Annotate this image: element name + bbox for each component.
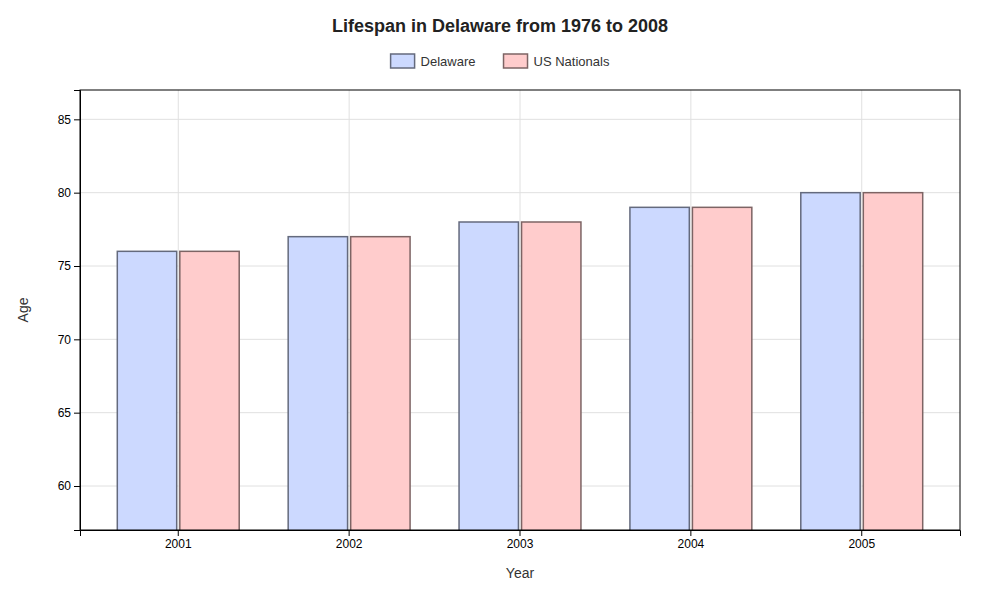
grid-line (690, 90, 691, 530)
grid-line (178, 90, 179, 530)
title: Lifespan in Delaware from 1976 to 2008 (332, 16, 668, 36)
legend-swatch (391, 54, 415, 68)
tick-label: 60 (58, 479, 72, 493)
x-axis-title: Year (506, 565, 535, 581)
tick-mark (520, 530, 521, 536)
tick-label: 2005 (848, 537, 875, 551)
tick: 70 (58, 333, 80, 347)
x-axis: 2001 2002 2003 2004 2005 (81, 530, 961, 551)
tick-label: 70 (58, 333, 72, 347)
tick: 80 (58, 186, 80, 200)
tick: 2003 (507, 530, 534, 551)
bar (801, 193, 860, 530)
tick-label: 85 (58, 113, 72, 127)
bar (692, 207, 751, 530)
bar (180, 251, 239, 530)
axis-line (81, 531, 961, 537)
grid-line (349, 90, 350, 530)
legend: Delaware US Nationals (391, 54, 610, 69)
plot: 2001 2002 2003 2004 2005 60 65 70 75 80 85 (58, 90, 961, 600)
grid-line (861, 90, 862, 530)
bar (630, 207, 689, 530)
tick: 65 (58, 406, 80, 420)
plot-frame (80, 90, 960, 530)
tick-mark (74, 193, 80, 194)
bar (288, 237, 347, 530)
legend-item: US Nationals (504, 54, 610, 69)
tick-label: 75 (58, 259, 72, 273)
tick-mark (74, 486, 80, 487)
tick-label: 2004 (678, 537, 705, 551)
tick: 2002 (336, 530, 363, 551)
tick-label: 2002 (336, 537, 363, 551)
tick-label: 80 (58, 186, 72, 200)
tick-mark (74, 339, 80, 340)
tick-mark (74, 266, 80, 267)
tick: 2001 (165, 530, 192, 551)
tick-label: 65 (58, 406, 72, 420)
legend-label: US Nationals (534, 54, 610, 69)
tick-label: 2001 (165, 537, 192, 551)
bar (459, 222, 518, 530)
chart: 2001 2002 2003 2004 2005 60 65 70 75 80 85 Year Age L… (0, 0, 1000, 600)
axis-line (74, 91, 81, 531)
legend-swatch (504, 54, 528, 68)
bars (117, 193, 922, 530)
tick: 2004 (678, 530, 705, 551)
tick-label: 2003 (507, 537, 534, 551)
tick: 2005 (848, 530, 875, 551)
tick-mark (861, 530, 862, 536)
legend-item: Delaware (391, 54, 476, 69)
bar (351, 237, 410, 530)
tick: 60 (58, 479, 80, 493)
legend-label: Delaware (421, 54, 476, 69)
bar (522, 222, 581, 530)
tick-mark (178, 530, 179, 536)
bar (117, 251, 176, 530)
tick-mark (690, 530, 691, 536)
y-axis-title: Age (15, 297, 31, 322)
tick-mark (74, 119, 80, 120)
y-axis: 60 65 70 75 80 85 (58, 91, 81, 531)
tick-mark (74, 413, 80, 414)
grid-line (520, 90, 521, 530)
tick-mark (349, 530, 350, 536)
bar (863, 193, 922, 530)
tick: 85 (58, 113, 80, 127)
tick: 75 (58, 259, 80, 273)
